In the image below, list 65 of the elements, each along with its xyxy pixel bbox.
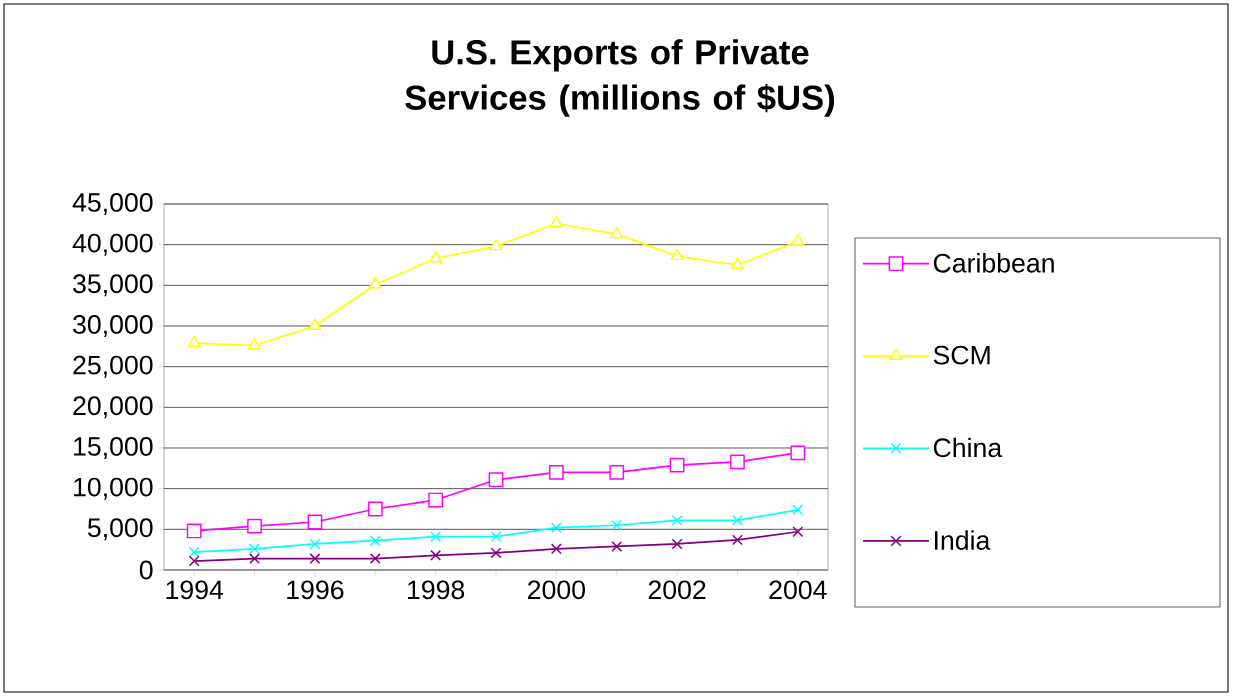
point [188, 546, 200, 558]
point [611, 540, 623, 552]
point [732, 534, 743, 546]
point [308, 318, 322, 331]
y-tick-label: 45,000 [72, 192, 153, 216]
point [730, 257, 744, 270]
point [249, 543, 261, 555]
point [791, 234, 805, 246]
legend-label: Caribbean [933, 253, 1054, 273]
point [548, 464, 564, 480]
y-tick-label: 20,000 [73, 396, 153, 419]
point [247, 518, 262, 534]
point [550, 543, 562, 555]
point [610, 226, 624, 239]
point [671, 538, 683, 550]
point [248, 338, 262, 350]
point [790, 445, 806, 461]
point [187, 335, 201, 348]
chart-title: U.S. Exports of Private Services (millions of $US) [405, 39, 835, 117]
legend-label: India [934, 530, 991, 550]
point [309, 538, 321, 550]
x-tick-label: 2002 [648, 580, 706, 600]
point [490, 547, 502, 559]
point [307, 514, 323, 530]
x-tick-label: 2004 [769, 580, 827, 600]
point [488, 472, 504, 488]
point [730, 454, 745, 470]
point [430, 531, 442, 543]
point [428, 492, 444, 508]
point [489, 238, 503, 251]
y-tick-label: 5,000 [87, 518, 153, 541]
point [367, 501, 383, 517]
point [188, 555, 200, 567]
point [249, 553, 261, 565]
x-tick-label: 1998 [408, 580, 465, 600]
point [369, 535, 381, 547]
point [609, 464, 625, 480]
y-tick-label: 25,000 [73, 355, 153, 378]
x-tick-label: 2000 [528, 580, 585, 600]
point [369, 553, 381, 565]
point [429, 251, 443, 263]
point [792, 504, 804, 516]
y-tick-label: 40,000 [72, 233, 153, 256]
point [670, 248, 684, 261]
point [490, 531, 502, 543]
legend-label: China [933, 437, 1003, 458]
point [430, 549, 442, 561]
point [669, 457, 685, 473]
point [732, 514, 743, 526]
point [792, 526, 804, 538]
point [611, 519, 623, 531]
y-tick-label: 10,000 [74, 477, 153, 500]
point [368, 277, 382, 289]
y-tick-label: 35,000 [73, 274, 153, 297]
point [550, 522, 562, 534]
legend-label: SCM [933, 345, 990, 365]
y-tick-label: 0 [139, 560, 153, 580]
point [186, 523, 202, 539]
y-tick-label: 15,000 [74, 436, 153, 459]
x-tick-label: 1994 [166, 580, 224, 600]
y-tick-label: 30,000 [73, 314, 153, 338]
point [671, 514, 683, 526]
point [549, 216, 563, 228]
point [309, 553, 321, 565]
x-tick-label: 1996 [287, 580, 344, 600]
